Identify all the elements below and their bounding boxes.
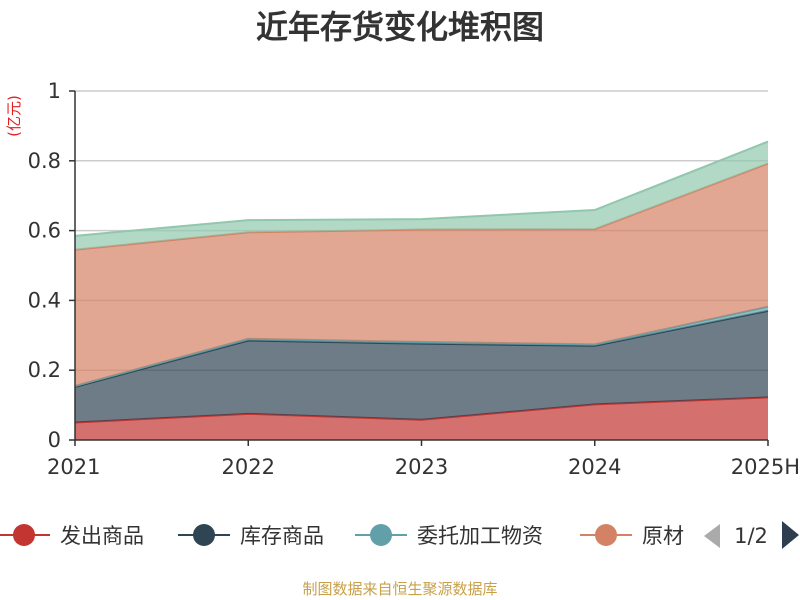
area-series-4 xyxy=(75,163,768,386)
area-series-1 xyxy=(75,397,768,440)
legend-circle-icon xyxy=(370,524,392,546)
chart-title: 近年存货变化堆积图 xyxy=(255,8,544,46)
legend-item-3[interactable]: 委托加工物资 xyxy=(355,524,543,548)
legend-label: 原材料 xyxy=(642,524,705,548)
x-tick-label: 2025H xyxy=(731,455,800,479)
axes: 0 0.2 0.4 0.6 0.8 1 2021 2022 2023 2024 2025H (亿元) xyxy=(5,79,800,479)
legend-items: 发出商品 库存商品 委托加工物资 原材料 xyxy=(0,524,705,548)
area-series-2 xyxy=(75,310,768,423)
y-tick-label: 0.2 xyxy=(28,358,61,382)
legend: 发出商品 库存商品 委托加工物资 原材料 xyxy=(0,524,705,548)
legend-pager: 1/2 xyxy=(704,521,799,549)
source-note: 制图数据来自恒生聚源数据库 xyxy=(302,580,498,598)
legend-item-1[interactable]: 发出商品 xyxy=(0,524,144,548)
area-series-5 xyxy=(75,141,768,250)
legend-circle-icon xyxy=(595,524,617,546)
legend-page-indicator: 1/2 xyxy=(734,524,768,548)
area-series xyxy=(74,140,769,440)
x-tick-label: 2024 xyxy=(568,455,621,479)
legend-label: 库存商品 xyxy=(240,524,324,548)
x-tick-label: 2023 xyxy=(395,455,448,479)
legend-item-2[interactable]: 库存商品 xyxy=(178,524,324,548)
y-tick-label: 0.6 xyxy=(28,219,61,243)
x-tick-label: 2021 xyxy=(47,455,100,479)
triangle-left-icon[interactable] xyxy=(704,524,720,548)
series-line-5 xyxy=(74,140,769,237)
legend-label: 委托加工物资 xyxy=(417,524,543,548)
legend-label: 发出商品 xyxy=(60,524,144,548)
legend-item-4[interactable]: 原材料 xyxy=(580,524,705,548)
y-tick-label: 0.8 xyxy=(28,149,61,173)
x-tick-label: 2022 xyxy=(222,455,275,479)
y-tick-label: 0.4 xyxy=(28,288,61,312)
y-tick-label: 1 xyxy=(48,79,61,103)
y-axis-unit-label: (亿元) xyxy=(5,95,23,137)
legend-circle-icon xyxy=(13,524,35,546)
legend-circle-icon xyxy=(193,524,215,546)
triangle-right-icon[interactable] xyxy=(782,521,799,549)
y-tick-label: 0 xyxy=(48,428,61,452)
